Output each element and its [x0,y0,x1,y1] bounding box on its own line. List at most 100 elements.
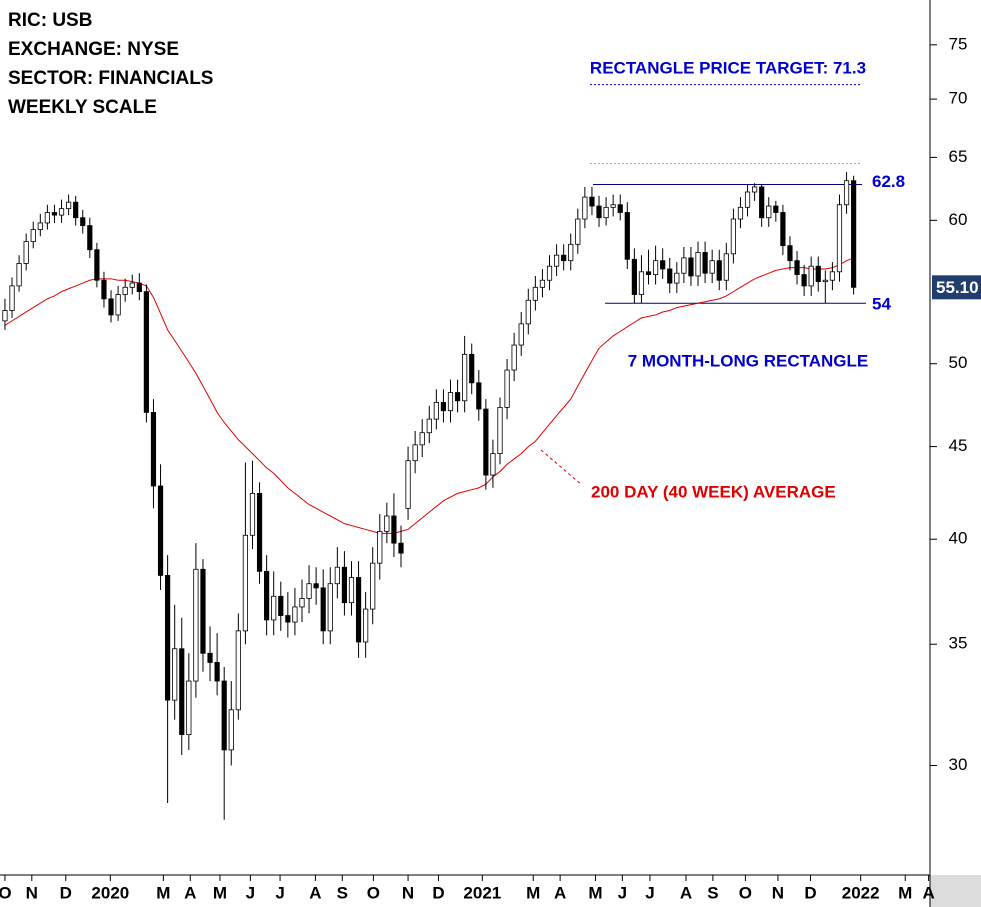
candle-body [589,196,595,207]
candle-body [624,212,630,260]
x-tick-label: A [554,883,566,902]
candle-body [355,577,362,643]
candle-body [716,260,722,281]
y-tick-label: 75 [949,34,968,53]
resistance-label: 62.8 [872,172,905,191]
candle-body [702,252,708,274]
x-tick-label: S [707,883,718,902]
x-tick-label: O [0,883,12,902]
x-tick-label: 2020 [91,883,129,902]
x-tick-label: J [246,883,255,902]
candle-body [122,286,128,295]
candle-body [370,562,376,610]
candle-body [193,568,199,682]
candle-body [744,191,751,208]
candle-body [617,204,623,213]
candle-body [454,392,461,402]
candle-body [730,218,736,255]
candle-body [645,271,652,275]
x-tick-label: A [922,883,934,902]
candle-body [377,530,383,564]
average-label: 200 DAY (40 WEEK) AVERAGE [591,482,836,501]
candle-body [610,204,616,208]
candle-body [440,402,447,412]
candle-body [157,485,164,576]
candle-body [674,272,680,284]
candle-body [348,577,355,604]
candle-body [51,212,58,216]
candle-body [504,369,510,408]
x-tick-label: J [645,883,654,902]
candle-body [462,353,468,402]
y-tick-label: 65 [949,147,968,166]
candle-body [313,583,319,589]
y-tick-label: 50 [949,353,968,372]
x-tick-label: O [739,883,752,902]
x-tick-label: D [432,883,444,902]
candle-body [179,648,185,736]
candle-body [801,274,807,287]
candle-body [561,254,567,262]
candle-body [773,205,779,213]
average-leader [540,449,583,486]
candle-body [80,217,86,226]
candle-body [575,218,581,245]
candle-body [136,282,142,293]
pattern-label: 7 MONTH-LONG RECTANGLE [628,351,869,370]
candle-body [511,344,517,371]
candle-body [271,595,277,621]
candle-body [568,243,574,262]
candle-body [843,180,850,206]
candle-body [264,570,270,621]
candle-body [256,492,263,572]
candle-body [2,310,8,322]
x-tick-label: O [367,883,380,902]
candle-body [23,241,29,264]
candle-body [363,608,369,643]
x-tick-label: J [618,883,627,902]
candle-body [787,245,793,262]
candle-body [709,260,715,274]
candle-body [249,492,256,536]
candle-body [228,709,234,751]
header-line: SECTOR: FINANCIALS [8,68,213,89]
candle-body [490,453,496,476]
candle-body [681,257,687,274]
candle-body [815,265,821,283]
corner-fill [930,875,981,907]
x-tick-label: N [402,883,414,902]
candle-body [476,382,482,410]
x-tick-label: M [526,883,540,902]
candle-body [794,260,800,275]
candle-body [129,282,135,288]
candle-body [405,460,411,509]
candle-body [285,615,291,623]
x-tick-label: M [898,883,912,902]
candle-body [497,406,503,455]
candle-body [759,186,765,219]
candle-body [73,201,79,219]
candle-body [278,595,284,616]
candle-body [37,222,43,230]
candle-body [808,265,814,287]
candle-body [596,205,602,219]
candle-body [525,299,531,325]
y-tick-label: 60 [949,210,968,229]
x-tick-label: S [337,883,348,902]
candle-body [539,279,546,288]
candle-body [652,260,659,275]
candle-body [66,201,72,210]
candle-body [242,534,249,632]
y-tick-label: 40 [949,529,968,548]
last-price-box [932,275,981,300]
candle-body [667,268,673,284]
x-tick-label: A [309,883,321,902]
candle-body [327,583,333,632]
candle-body [836,204,843,273]
x-tick-label: A [680,883,692,902]
candle-body [660,260,666,270]
candle-body [87,225,93,251]
target-label: RECTANGLE PRICE TARGET: 71.3 [590,58,866,77]
y-tick-label: 35 [949,634,968,653]
